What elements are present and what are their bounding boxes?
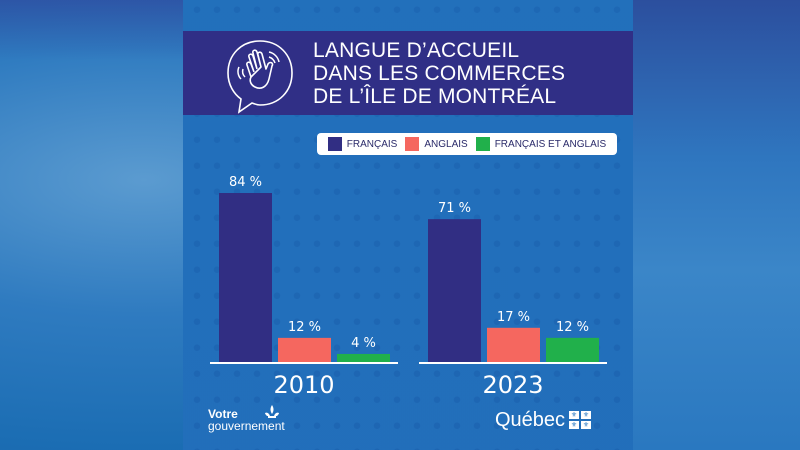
logo-text-quebec: Québec (495, 409, 566, 431)
bar-2010-1 (278, 337, 331, 362)
waving-hand-speech-bubble-icon (227, 40, 293, 114)
data-label-2023-1: 17 % (497, 310, 530, 325)
quebec-flag-icon: ⚜ ⚜ ⚜ ⚜ (569, 411, 592, 429)
title-line-1: LANGUE D’ACCUEIL (313, 39, 520, 62)
legend-swatch-francais-et-anglais (475, 137, 490, 151)
data-label-2010-2: 4 % (351, 336, 376, 351)
quebec-logo: Québec ⚜ ⚜ ⚜ ⚜ (495, 409, 592, 431)
legend-item-francais-et-anglais: FRANÇAIS ET ANGLAIS (475, 137, 607, 151)
category-label-2010: 2010 (273, 371, 334, 399)
legend-swatch-francais (327, 137, 342, 151)
title-line-3: DE L’ÎLE DE MONTRÉAL (313, 85, 557, 108)
votre-gouvernement-logo: Votre gouvernement (208, 405, 285, 433)
bar-chart: 2010 84 % 12 % 4 % 2023 71 % 17 % 12 % (210, 175, 607, 399)
infographic-panel: LANGUE D’ACCUEIL DANS LES COMMERCES DE L… (183, 0, 633, 450)
background-left (0, 0, 183, 60)
legend-label-francais: FRANÇAIS (346, 138, 398, 150)
bar-2010-2 (337, 353, 390, 362)
legend-label-francais-et-anglais: FRANÇAIS ET ANGLAIS (494, 138, 607, 150)
legend: FRANÇAIS ANGLAIS FRANÇAIS ET ANGLAIS (317, 133, 617, 155)
logo-text-gouvernement: gouvernement (208, 419, 285, 433)
data-label-2010-1: 12 % (288, 320, 321, 335)
bar-2023-2 (546, 337, 599, 362)
legend-item-anglais: ANGLAIS (405, 137, 468, 151)
bar-2023-0 (428, 219, 481, 362)
chart-title: LANGUE D’ACCUEIL DANS LES COMMERCES DE L… (313, 39, 565, 108)
data-label-2023-2: 12 % (556, 320, 589, 335)
background-right (633, 0, 800, 450)
logo-text-votre: Votre (208, 407, 238, 421)
fleur-de-lys-icon (265, 405, 279, 418)
data-label-2023-0: 71 % (438, 201, 471, 216)
bar-2023-1 (487, 327, 540, 362)
data-label-2010-0: 84 % (229, 175, 262, 190)
title-line-2: DANS LES COMMERCES (313, 62, 566, 85)
legend-swatch-anglais (405, 137, 420, 151)
legend-label-anglais: ANGLAIS (424, 138, 468, 150)
legend-item-francais: FRANÇAIS (327, 137, 398, 151)
category-label-2023: 2023 (482, 371, 543, 399)
bar-2010-0 (219, 193, 272, 362)
header-banner: LANGUE D’ACCUEIL DANS LES COMMERCES DE L… (183, 31, 633, 115)
